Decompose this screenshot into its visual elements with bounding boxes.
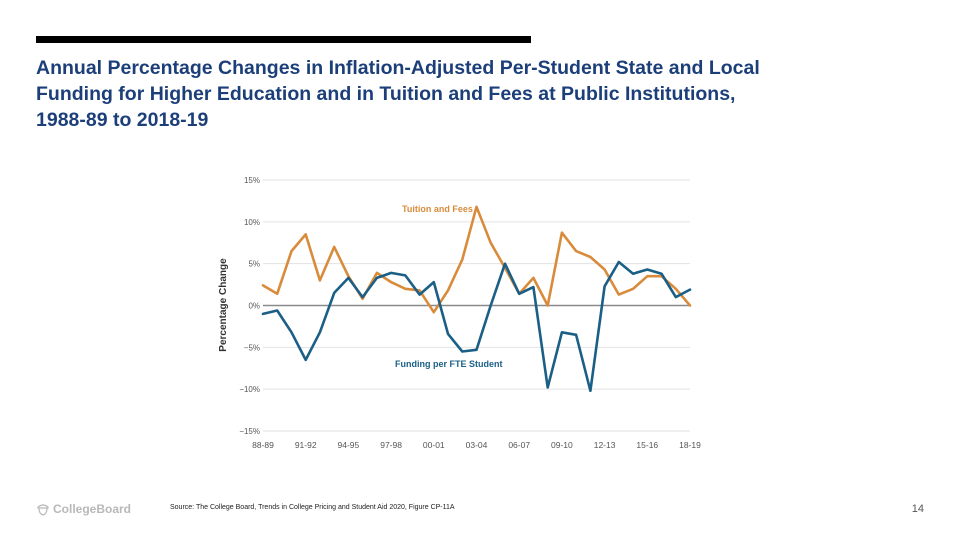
y-tick-label: 10% <box>244 218 260 227</box>
x-tick-label: 94-95 <box>338 440 360 450</box>
y-tick-label: −15% <box>239 427 260 436</box>
y-tick-label: −5% <box>244 343 260 352</box>
grid-lines <box>263 179 690 432</box>
x-tick-label: 18-19 <box>679 440 701 450</box>
x-tick-label: 12-13 <box>594 440 616 450</box>
x-tick-labels: 88-89 91-92 94-95 97-98 00-01 03-04 06-07 09-10… <box>252 440 701 450</box>
x-tick-label: 15-16 <box>636 440 658 450</box>
x-tick-label: 91-92 <box>295 440 317 450</box>
y-tick-label: 0% <box>248 302 260 311</box>
slide-title-line-2: Funding for Higher Education and in Tuit… <box>36 83 736 105</box>
annotation-tuition-and-fees: Tuition and Fees <box>402 204 473 214</box>
y-axis-label: Percentage Change <box>218 258 229 352</box>
y-tick-label: 5% <box>248 260 260 269</box>
y-tick-label: −10% <box>239 385 260 394</box>
collegeboard-logo: CollegeBoard <box>36 501 131 517</box>
slide-title-line-3: 1988-89 to 2018-19 <box>36 109 209 131</box>
series-lines <box>261 205 692 393</box>
title-accent-bar <box>36 36 531 43</box>
x-tick-label: 03-04 <box>466 440 488 450</box>
slide-title-line-1: Annual Percentage Changes in Inflation-A… <box>36 57 760 79</box>
series-line-tuition-and-fees <box>261 205 692 314</box>
y-tick-label: 15% <box>244 176 260 185</box>
x-tick-label: 06-07 <box>508 440 530 450</box>
x-tick-label: 00-01 <box>423 440 445 450</box>
slide-title: Annual Percentage Changes in Inflation-A… <box>36 55 896 133</box>
y-tick-labels: 15% 10% 5% 0% −5% −10% −15% <box>239 176 260 436</box>
logo-text: CollegeBoard <box>53 502 132 516</box>
series-line-funding-per-fte-student <box>261 260 692 393</box>
x-tick-label: 09-10 <box>551 440 573 450</box>
x-tick-label: 88-89 <box>252 440 274 450</box>
source-note: Source: The College Board, Trends in Col… <box>170 504 455 511</box>
page-number: 14 <box>911 503 924 515</box>
acorn-icon <box>37 504 49 516</box>
annotation-funding-per-fte-student: Funding per FTE Student <box>395 359 503 369</box>
x-tick-label: 97-98 <box>380 440 402 450</box>
